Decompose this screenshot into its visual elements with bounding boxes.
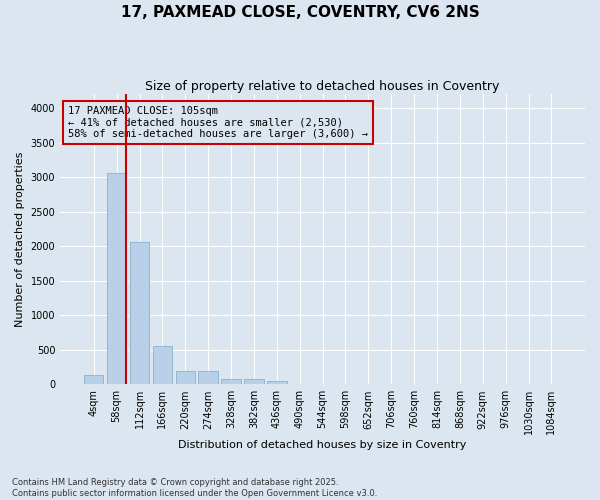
Bar	[84, 374, 103, 384]
Y-axis label: Number of detached properties: Number of detached properties	[15, 152, 25, 327]
Title: Size of property relative to detached houses in Coventry: Size of property relative to detached ho…	[145, 80, 500, 93]
Text: 17 PAXMEAD CLOSE: 105sqm
← 41% of detached houses are smaller (2,530)
58% of sem: 17 PAXMEAD CLOSE: 105sqm ← 41% of detach…	[68, 106, 368, 139]
Bar	[199, 371, 218, 384]
Text: Contains HM Land Registry data © Crown copyright and database right 2025.
Contai: Contains HM Land Registry data © Crown c…	[12, 478, 377, 498]
Bar	[130, 242, 149, 384]
Bar	[152, 346, 172, 385]
Bar	[267, 380, 287, 384]
X-axis label: Distribution of detached houses by size in Coventry: Distribution of detached houses by size …	[178, 440, 467, 450]
Bar	[176, 370, 195, 384]
Bar	[107, 173, 127, 384]
Bar	[244, 380, 263, 384]
Text: 17, PAXMEAD CLOSE, COVENTRY, CV6 2NS: 17, PAXMEAD CLOSE, COVENTRY, CV6 2NS	[121, 5, 479, 20]
Bar	[221, 379, 241, 384]
